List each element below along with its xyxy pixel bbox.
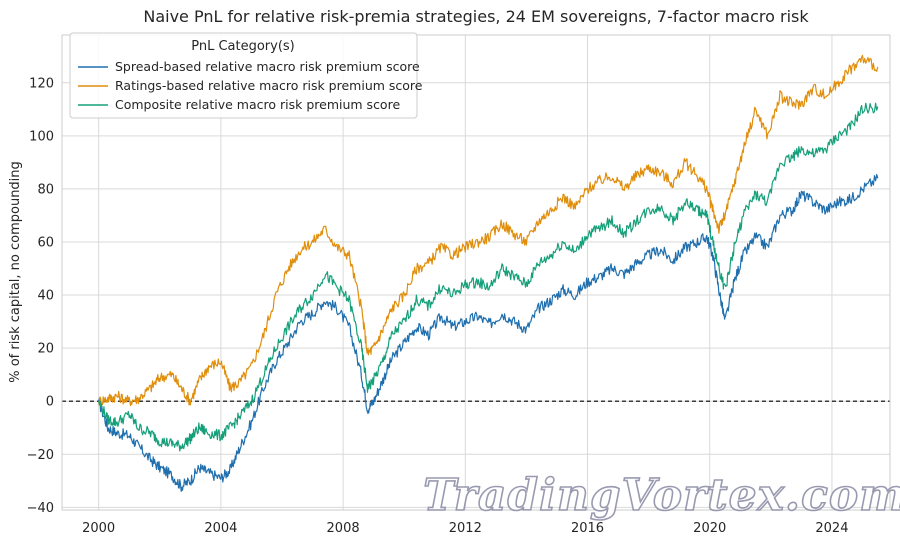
- ratings-series-line: [98, 54, 879, 407]
- chart-title: Naive PnL for relative risk-premia strat…: [143, 7, 809, 26]
- x-tick-label: 2024: [815, 521, 848, 536]
- spread-series-line: [98, 174, 879, 492]
- y-tick-label: −20: [27, 448, 54, 463]
- legend-entry-ratings: Ratings-based relative macro risk premiu…: [115, 78, 423, 93]
- legend-entry-spread: Spread-based relative macro risk premium…: [115, 59, 420, 74]
- legend: PnL Category(s) Spread-based relative ma…: [69, 32, 423, 119]
- legend-title: PnL Category(s): [191, 39, 295, 54]
- y-tick-label: 0: [46, 395, 54, 410]
- x-tick-label: 2020: [693, 521, 726, 536]
- y-tick-label: 80: [37, 182, 54, 197]
- x-tick-label: 2000: [82, 521, 115, 536]
- composite-series-line: [98, 102, 879, 452]
- legend-entry-composite: Composite relative macro risk premium sc…: [115, 97, 400, 112]
- y-axis-label: % of risk capital, no compounding: [8, 161, 23, 383]
- x-tick-label: 2008: [327, 521, 360, 536]
- legend-box: [69, 32, 418, 119]
- x-tick-label: 2016: [571, 521, 604, 536]
- x-axis-ticks: 2000 2004 2008 2012 2016 2020 2024: [82, 521, 848, 536]
- y-tick-label: −40: [27, 501, 54, 516]
- y-tick-label: 40: [37, 289, 54, 304]
- plot-frame: [61, 34, 891, 511]
- y-tick-label: 100: [29, 129, 54, 144]
- x-tick-label: 2012: [449, 521, 482, 536]
- series-lines: [98, 54, 879, 492]
- x-tick-label: 2004: [204, 521, 237, 536]
- y-tick-label: 60: [37, 235, 54, 250]
- watermark-logo: TradingVortex.com: [423, 470, 900, 521]
- y-axis-ticks: −40 −20 0 20 40 60 80 100 120: [27, 76, 54, 516]
- y-tick-label: 120: [29, 76, 54, 91]
- y-tick-label: 20: [37, 342, 54, 357]
